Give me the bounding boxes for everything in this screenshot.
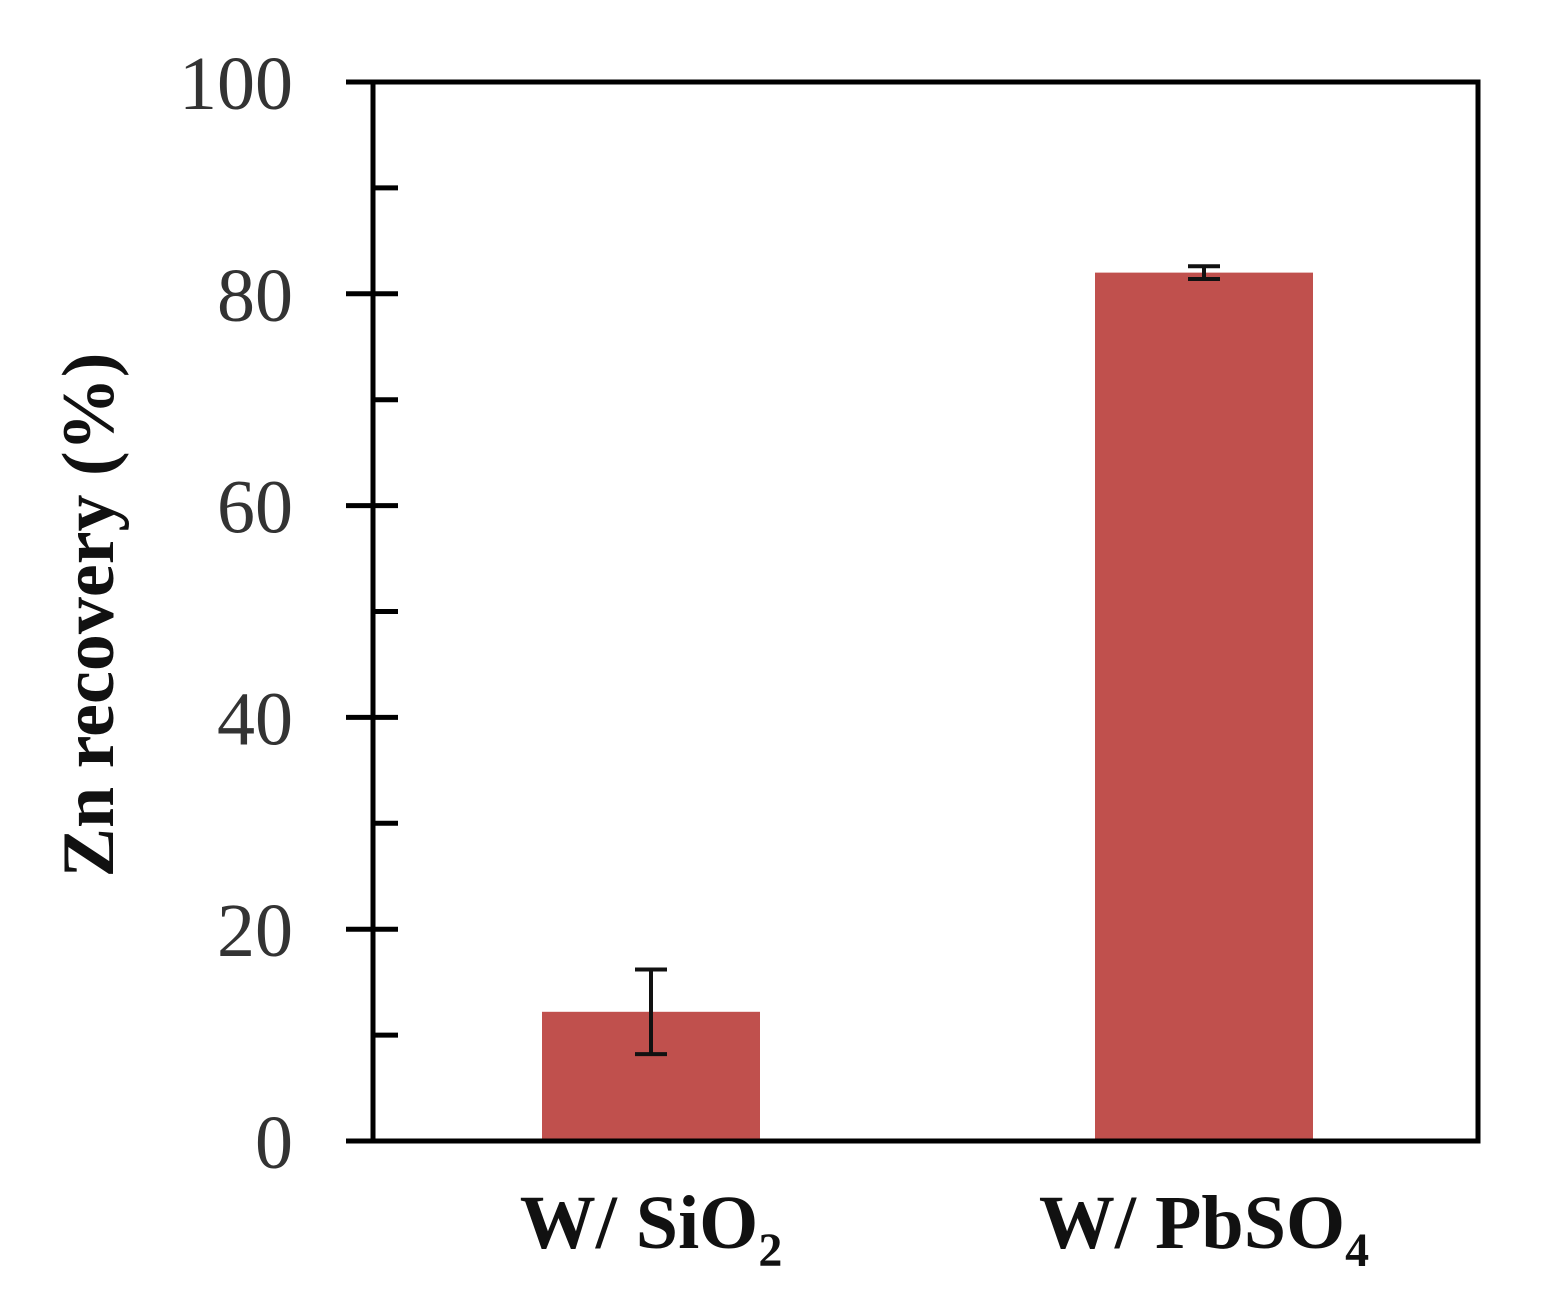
y-ticks-layer: 0 20 40 60 80 100 — [179, 42, 398, 1185]
y-tick-label-60: 60 — [217, 466, 293, 550]
bars-layer — [542, 272, 1313, 1141]
y-axis-label: Zn recovery (%) — [48, 353, 130, 878]
y-tick-label-100: 100 — [179, 42, 293, 126]
y-tick-label-20: 20 — [217, 889, 293, 973]
x-category-subscript-2: 4 — [1345, 1224, 1369, 1277]
x-category-label-2: W/ PbSO4 — [1039, 1181, 1369, 1277]
y-tick-label-40: 40 — [217, 677, 293, 761]
x-category-main-2: W/ PbSO — [1039, 1181, 1345, 1265]
x-category-label-1: W/ SiO2 — [520, 1181, 783, 1277]
y-tick-label-80: 80 — [217, 254, 293, 338]
error-bars-layer — [635, 264, 1220, 1057]
labels-layer: Zn recovery (%) W/ SiO2 W/ PbSO4 — [48, 353, 1369, 1277]
bar-2 — [1095, 272, 1313, 1141]
x-category-main-1: W/ SiO — [520, 1181, 759, 1265]
x-category-subscript-1: 2 — [758, 1224, 782, 1277]
y-tick-label-0: 0 — [255, 1101, 293, 1185]
